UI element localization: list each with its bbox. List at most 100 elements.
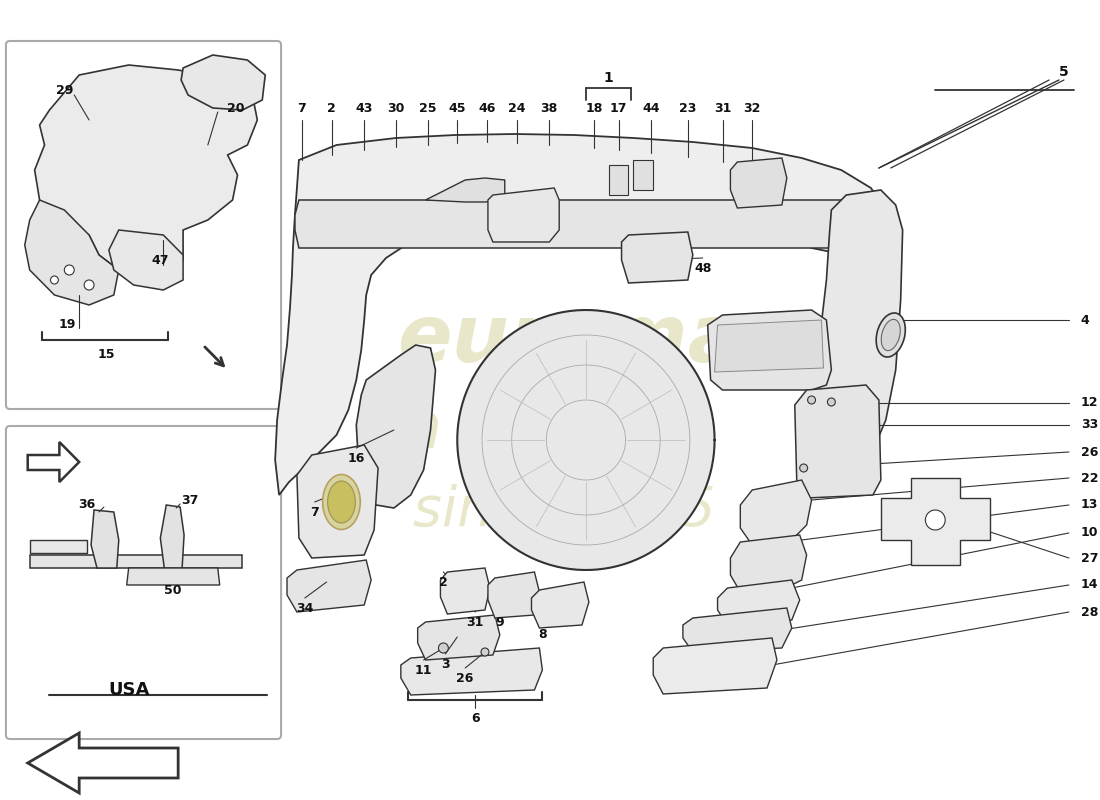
Polygon shape	[730, 158, 786, 208]
Text: 22: 22	[1081, 471, 1098, 485]
Circle shape	[64, 265, 74, 275]
Text: 15: 15	[97, 349, 114, 362]
Text: 43: 43	[355, 102, 373, 114]
Polygon shape	[295, 200, 846, 248]
Text: 1: 1	[604, 71, 614, 85]
Polygon shape	[28, 442, 79, 482]
Polygon shape	[488, 188, 559, 242]
Polygon shape	[297, 445, 378, 558]
Text: 20: 20	[227, 102, 244, 114]
Polygon shape	[275, 134, 886, 495]
Text: 9: 9	[495, 615, 504, 629]
Ellipse shape	[881, 319, 900, 350]
Polygon shape	[531, 582, 588, 628]
Polygon shape	[182, 55, 265, 110]
Text: 29: 29	[56, 83, 73, 97]
Circle shape	[481, 648, 488, 656]
Text: 11: 11	[415, 663, 432, 677]
Polygon shape	[400, 648, 542, 695]
Text: 47: 47	[152, 254, 169, 266]
Polygon shape	[426, 178, 505, 202]
Polygon shape	[634, 160, 653, 190]
Circle shape	[800, 464, 807, 472]
Polygon shape	[707, 310, 832, 390]
Circle shape	[84, 280, 94, 290]
Polygon shape	[653, 638, 777, 694]
Polygon shape	[28, 733, 178, 793]
Polygon shape	[795, 385, 881, 498]
Polygon shape	[30, 540, 87, 553]
Polygon shape	[109, 230, 183, 290]
Text: 23: 23	[679, 102, 696, 114]
Polygon shape	[715, 320, 824, 372]
Text: 44: 44	[642, 102, 660, 114]
Text: 46: 46	[478, 102, 496, 114]
Circle shape	[925, 510, 945, 530]
Polygon shape	[91, 510, 119, 568]
Text: 38: 38	[541, 102, 558, 114]
Polygon shape	[740, 480, 812, 545]
Text: 3: 3	[441, 658, 450, 670]
Text: 7: 7	[297, 102, 306, 114]
Polygon shape	[287, 560, 371, 612]
Text: 16: 16	[348, 451, 365, 465]
Text: USA: USA	[108, 681, 150, 699]
Polygon shape	[30, 555, 242, 568]
Text: a passion: a passion	[403, 399, 706, 461]
Text: 4: 4	[1081, 314, 1089, 326]
Polygon shape	[34, 65, 257, 280]
Polygon shape	[24, 200, 119, 305]
Text: 2: 2	[439, 575, 448, 589]
Polygon shape	[440, 568, 490, 614]
Text: 6: 6	[471, 711, 480, 725]
Polygon shape	[730, 535, 806, 592]
Text: 31: 31	[714, 102, 732, 114]
Text: 19: 19	[58, 318, 76, 331]
FancyBboxPatch shape	[6, 41, 282, 409]
Text: 18: 18	[585, 102, 603, 114]
Circle shape	[439, 643, 449, 653]
Circle shape	[51, 276, 58, 284]
Polygon shape	[621, 232, 693, 283]
Text: 27: 27	[1081, 551, 1098, 565]
Ellipse shape	[322, 474, 361, 530]
Text: 32: 32	[744, 102, 761, 114]
Circle shape	[807, 396, 815, 404]
Polygon shape	[881, 478, 990, 565]
Polygon shape	[812, 190, 903, 470]
Polygon shape	[683, 608, 792, 652]
Polygon shape	[356, 345, 436, 508]
Text: 34: 34	[296, 602, 314, 614]
Text: 45: 45	[449, 102, 466, 114]
Text: 30: 30	[387, 102, 405, 114]
Polygon shape	[458, 310, 715, 570]
Text: 36: 36	[78, 498, 96, 511]
Text: 33: 33	[1081, 418, 1098, 431]
FancyBboxPatch shape	[6, 426, 282, 739]
Text: 5: 5	[1059, 65, 1069, 79]
Polygon shape	[126, 568, 220, 585]
Ellipse shape	[328, 481, 355, 523]
Text: 37: 37	[182, 494, 199, 506]
Text: 14: 14	[1081, 578, 1098, 591]
Text: 28: 28	[1081, 606, 1098, 618]
Text: 26: 26	[1081, 446, 1098, 458]
Text: 13: 13	[1081, 498, 1098, 511]
Text: euromas: euromas	[397, 301, 790, 379]
Text: 17: 17	[609, 102, 627, 114]
Text: 10: 10	[1081, 526, 1098, 539]
Ellipse shape	[877, 313, 905, 357]
Polygon shape	[608, 165, 628, 195]
Text: 24: 24	[508, 102, 526, 114]
Text: 31: 31	[466, 615, 484, 629]
Polygon shape	[717, 580, 800, 625]
Text: 50: 50	[165, 583, 182, 597]
Text: 12: 12	[1081, 397, 1098, 410]
Text: 7: 7	[310, 506, 319, 518]
Text: since 1985: since 1985	[412, 483, 715, 537]
Text: 2: 2	[327, 102, 336, 114]
Polygon shape	[418, 615, 499, 660]
Polygon shape	[488, 572, 539, 618]
Text: 48: 48	[694, 262, 712, 274]
Text: 8: 8	[538, 629, 547, 642]
